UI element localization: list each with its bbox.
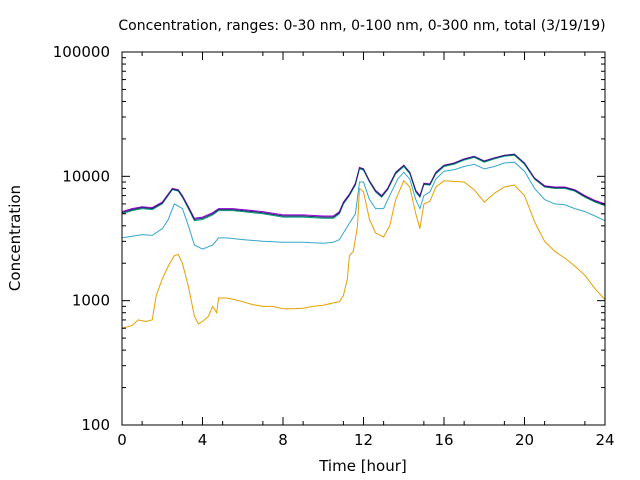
plot-frame (121, 51, 606, 426)
y-tick-label: 100 (81, 416, 110, 434)
x-axis-label: Time [hour] (318, 457, 407, 475)
series-line-1 (121, 179, 606, 329)
series-line-4 (121, 153, 606, 219)
series-layer (121, 153, 606, 329)
x-tick-label: 8 (278, 431, 288, 449)
chart-title: Concentration, ranges: 0-30 nm, 0-100 nm… (118, 18, 605, 34)
x-tick-label: 12 (354, 431, 373, 449)
y-axis-label: Concentration (6, 185, 24, 291)
ticks-layer: 0 4 8 12 16 20 24 100 1000 10000 100000 (53, 43, 615, 449)
y-tick-label: 10000 (62, 167, 110, 185)
series-line-3 (121, 154, 606, 222)
series-line-5 (121, 153, 606, 221)
x-tick-label: 16 (434, 431, 453, 449)
y-tick-label: 100000 (53, 43, 110, 61)
y-tick-label: 1000 (72, 292, 110, 310)
x-tick-label: 24 (595, 431, 614, 449)
x-tick-label: 0 (117, 431, 127, 449)
x-tick-label: 20 (515, 431, 534, 449)
x-tick-label: 4 (198, 431, 208, 449)
series-line-2 (121, 161, 606, 250)
